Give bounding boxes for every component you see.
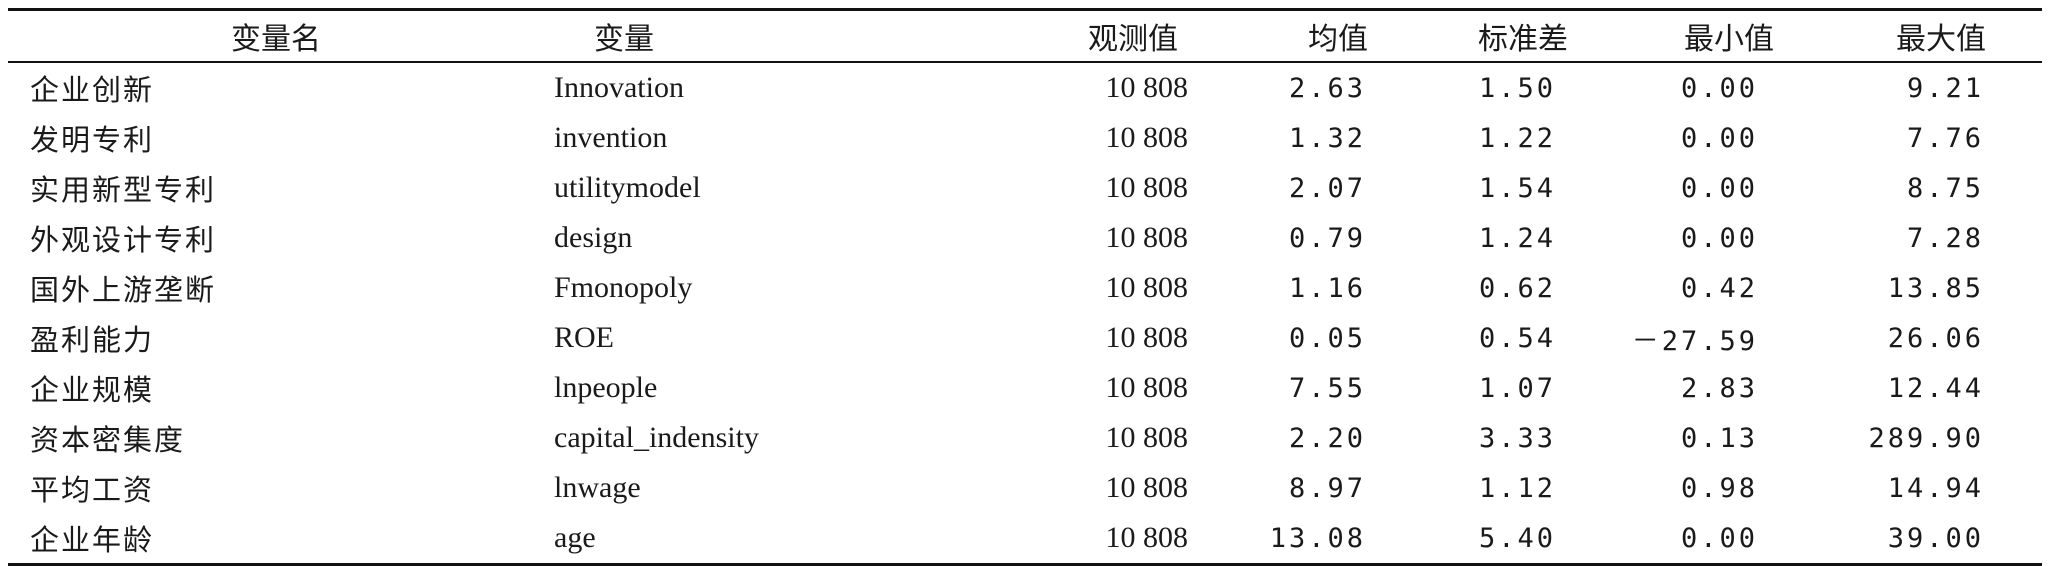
table-row: 企业年龄 age 10 808 13.08 5.40 0.00 39.00 xyxy=(8,513,2042,565)
cell-std-dev: 5.40 xyxy=(1478,522,1556,554)
cell-variable-name: 企业创新 xyxy=(30,73,155,107)
cell-max: 26.06 xyxy=(1887,322,1984,354)
cell-observations: 10 808 xyxy=(1105,271,1189,304)
cell-max: 8.75 xyxy=(1906,172,1984,204)
cell-variable: capital_indensity xyxy=(554,421,759,454)
cell-variable-name: 平均工资 xyxy=(30,473,155,507)
table-row: 外观设计专利 design 10 808 0.79 1.24 0.00 7.28 xyxy=(8,213,2042,263)
cell-std-dev: 3.33 xyxy=(1478,422,1556,454)
cell-mean: 2.63 xyxy=(1288,72,1366,104)
cell-mean: 8.97 xyxy=(1288,472,1366,504)
header-row: 变量名 变量 观测值 均值 标准差 最小值 最大值 xyxy=(8,9,2042,62)
cell-max: 289.90 xyxy=(1868,422,1984,454)
table-row: 实用新型专利 utilitymodel 10 808 2.07 1.54 0.00 8.75 xyxy=(8,163,2042,213)
cell-observations: 10 808 xyxy=(1105,121,1189,154)
cell-std-dev: 0.62 xyxy=(1478,272,1556,304)
table-row: 盈利能力 ROE 10 808 0.05 0.54 －27.59 26.06 xyxy=(8,313,2042,363)
cell-min: 0.00 xyxy=(1680,122,1758,154)
cell-observations: 10 808 xyxy=(1105,221,1189,254)
cell-min: 0.00 xyxy=(1680,72,1758,104)
cell-max: 13.85 xyxy=(1887,272,1984,304)
cell-std-dev: 1.22 xyxy=(1478,122,1556,154)
table-body: 企业创新 Innovation 10 808 2.63 1.50 0.00 9.21 发明专利… xyxy=(8,62,2042,565)
cell-min: 0.00 xyxy=(1680,522,1758,554)
cell-max: 7.76 xyxy=(1906,122,1984,154)
cell-min: 2.83 xyxy=(1680,372,1758,404)
cell-variable: ROE xyxy=(554,321,614,354)
cell-min: 0.42 xyxy=(1680,272,1758,304)
table-row: 国外上游垄断 Fmonopoly 10 808 1.16 0.62 0.42 13.85 xyxy=(8,263,2042,313)
header-variable: 变量 xyxy=(594,22,654,57)
cell-std-dev: 1.07 xyxy=(1478,372,1556,404)
table-row: 资本密集度 capital_indensity 10 808 2.20 3.33 0.13… xyxy=(8,413,2042,463)
header-std-dev: 标准差 xyxy=(1478,22,1568,57)
cell-observations: 10 808 xyxy=(1105,321,1189,354)
header-min: 最小值 xyxy=(1684,22,1774,57)
table-header: 变量名 变量 观测值 均值 标准差 最小值 最大值 xyxy=(8,9,2042,62)
cell-variable: design xyxy=(554,221,633,254)
cell-variable-name: 企业规模 xyxy=(30,373,155,407)
table-row: 企业规模 lnpeople 10 808 7.55 1.07 2.83 12.44 xyxy=(8,363,2042,413)
cell-std-dev: 1.50 xyxy=(1478,72,1556,104)
cell-min: 0.00 xyxy=(1680,222,1758,254)
cell-observations: 10 808 xyxy=(1105,171,1189,204)
cell-variable-name: 外观设计专利 xyxy=(30,223,217,257)
cell-std-dev: 1.24 xyxy=(1478,222,1556,254)
cell-mean: 1.16 xyxy=(1288,272,1366,304)
cell-mean: 0.05 xyxy=(1288,322,1366,354)
cell-mean: 2.20 xyxy=(1288,422,1366,454)
cell-variable: Fmonopoly xyxy=(554,271,693,304)
descriptive-statistics-table-container: 变量名 变量 观测值 均值 标准差 最小值 最大值 企业创新 Innovation… xyxy=(8,8,2042,566)
header-variable-name: 变量名 xyxy=(231,22,321,57)
cell-variable: utilitymodel xyxy=(554,171,701,204)
cell-std-dev: 1.12 xyxy=(1478,472,1556,504)
cell-mean: 13.08 xyxy=(1269,522,1366,554)
table-row: 平均工资 lnwage 10 808 8.97 1.12 0.98 14.94 xyxy=(8,463,2042,513)
cell-variable-name: 企业年龄 xyxy=(30,523,155,557)
cell-observations: 10 808 xyxy=(1105,71,1189,104)
cell-variable: lnwage xyxy=(554,471,641,504)
cell-variable-name: 盈利能力 xyxy=(30,323,155,357)
table-row: 企业创新 Innovation 10 808 2.63 1.50 0.00 9.21 xyxy=(8,62,2042,113)
cell-mean: 2.07 xyxy=(1288,172,1366,204)
cell-min: 0.98 xyxy=(1680,472,1758,504)
cell-observations: 10 808 xyxy=(1105,521,1189,554)
cell-mean: 7.55 xyxy=(1288,372,1366,404)
cell-min: 0.00 xyxy=(1680,172,1758,204)
cell-max: 14.94 xyxy=(1887,472,1984,504)
cell-variable: Innovation xyxy=(554,71,684,104)
cell-variable-name: 资本密集度 xyxy=(30,423,186,457)
cell-mean: 1.32 xyxy=(1288,122,1366,154)
cell-min: －27.59 xyxy=(1631,325,1758,357)
cell-mean: 0.79 xyxy=(1288,222,1366,254)
cell-observations: 10 808 xyxy=(1105,421,1189,454)
descriptive-statistics-table: 变量名 变量 观测值 均值 标准差 最小值 最大值 企业创新 Innovation… xyxy=(8,8,2042,566)
cell-min: 0.13 xyxy=(1680,422,1758,454)
cell-std-dev: 0.54 xyxy=(1478,322,1556,354)
cell-max: 12.44 xyxy=(1887,372,1984,404)
cell-variable: age xyxy=(554,521,596,554)
cell-variable-name: 国外上游垄断 xyxy=(30,273,217,307)
cell-variable: lnpeople xyxy=(554,371,658,404)
cell-max: 9.21 xyxy=(1906,72,1984,104)
cell-max: 7.28 xyxy=(1906,222,1984,254)
cell-max: 39.00 xyxy=(1887,522,1984,554)
cell-observations: 10 808 xyxy=(1105,471,1189,504)
header-max: 最大值 xyxy=(1896,22,1986,57)
table-row: 发明专利 invention 10 808 1.32 1.22 0.00 7.76 xyxy=(8,113,2042,163)
header-mean: 均值 xyxy=(1308,22,1368,57)
header-observations: 观测值 xyxy=(1088,22,1178,57)
cell-variable: invention xyxy=(554,121,668,154)
cell-variable-name: 发明专利 xyxy=(30,123,155,157)
cell-observations: 10 808 xyxy=(1105,371,1189,404)
cell-std-dev: 1.54 xyxy=(1478,172,1556,204)
cell-variable-name: 实用新型专利 xyxy=(30,173,217,207)
